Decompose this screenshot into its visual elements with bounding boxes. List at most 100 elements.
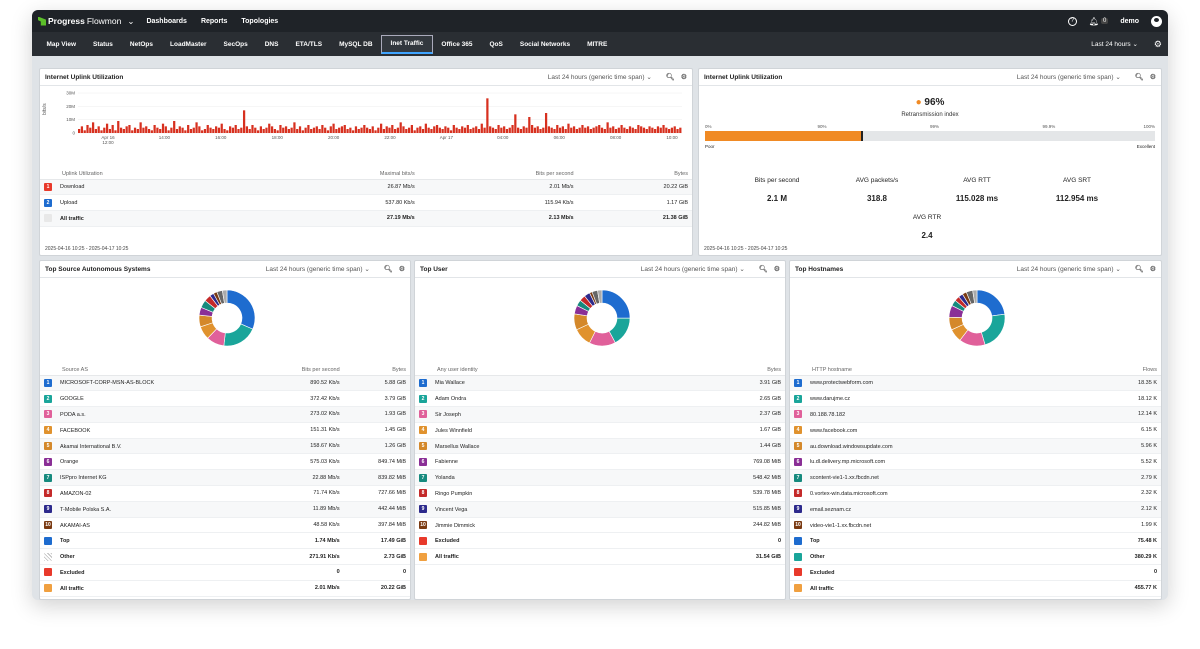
logo[interactable]: Progress Flowmon ⌄ <box>38 16 134 27</box>
gear-icon[interactable]: ⚙ <box>1149 74 1156 81</box>
column-header[interactable]: Any user identity <box>415 365 658 376</box>
table-row[interactable]: 3 80.188.78.182 12.14 K <box>790 406 1161 423</box>
time-range-select[interactable]: Last 24 hours (generic time span) ⌄ <box>1016 266 1121 273</box>
gear-icon[interactable]: ⚙ <box>398 266 405 273</box>
table-row[interactable]: 8 0.vortex-win.data.microsoft.com 2.32 K <box>790 485 1161 502</box>
gear-icon[interactable]: ⚙ <box>680 74 687 81</box>
table-row[interactable]: 5 Akamai International B.V. 158.67 Kb/s 1.2… <box>40 438 410 455</box>
table-row[interactable]: 5 Marsellus Wallace 1.44 GiB <box>415 438 785 455</box>
tab-inet-traffic[interactable]: Inet Traffic <box>381 34 433 54</box>
tab-mitre[interactable]: MITRE <box>587 40 608 48</box>
tab-eta-tls[interactable]: ETA/TLS <box>295 40 323 48</box>
summary-row[interactable]: All traffic 455.77 K <box>790 580 1161 597</box>
donut-slice[interactable] <box>221 289 228 304</box>
table-row[interactable]: 7 scontent-vie1-1.xx.fbcdn.net 2.79 K <box>790 469 1161 487</box>
donut-slice[interactable] <box>980 313 1006 346</box>
search-icon[interactable]: 🔍︎ <box>665 74 675 81</box>
tab-loadmaster[interactable]: LoadMaster <box>170 40 207 48</box>
summary-row[interactable]: All traffic 2.01 Mb/s 20.22 GiB <box>40 580 410 597</box>
table-row[interactable]: 1 MICROSOFT-CORP-MSN-AS-BLOCK 890.52 Kb/s 5… <box>40 375 410 392</box>
tab-dns[interactable]: DNS <box>264 40 279 48</box>
search-icon[interactable]: 🔍︎ <box>1134 266 1144 273</box>
column-header[interactable]: Bytes <box>577 169 692 180</box>
table-row[interactable]: 2 GOOGLE 372.42 Kb/s 3.79 GiB <box>40 390 410 408</box>
summary-row[interactable]: Excluded 0 0 <box>40 564 410 581</box>
bell-icon[interactable]: 🔔︎ <box>1088 16 1099 26</box>
table-row[interactable]: 1 www.protectwebform.com 18.35 K <box>790 375 1161 392</box>
table-row[interactable]: 5 au.download.windowsupdate.com 5.96 K <box>790 438 1161 455</box>
donut-slice[interactable] <box>226 289 256 330</box>
tab-qos[interactable]: QoS <box>489 40 503 48</box>
summary-row[interactable]: Excluded 0 <box>415 532 785 550</box>
donut-slice[interactable] <box>976 289 1006 317</box>
gear-icon[interactable]: ⚙ <box>1149 266 1156 273</box>
tab-status[interactable]: Status <box>93 40 113 48</box>
tab-social-networks[interactable]: Social Networks <box>519 40 571 48</box>
summary-row[interactable]: Other 380.29 K <box>790 548 1161 566</box>
table-row[interactable]: 1 Mia Wallace 3.91 GiB <box>415 375 785 392</box>
table-row[interactable]: 9 email.seznam.cz 2.12 K <box>790 501 1161 518</box>
column-header[interactable]: Bytes <box>343 365 410 376</box>
tab-mysql-db[interactable]: MySQL DB <box>339 40 373 48</box>
column-header[interactable]: Maximal bits/s <box>270 169 419 180</box>
gear-icon[interactable]: ⚙ <box>773 266 780 273</box>
avatar-icon[interactable] <box>1151 15 1162 27</box>
donut-slice[interactable] <box>601 289 631 319</box>
table-row[interactable]: 1 Download 26.87 Mb/s 2.01 Mb/s 20.22 GiB <box>40 179 692 196</box>
table-row[interactable]: 7 ISPpro Internet KG 22.88 Mb/s 839.82 MiB <box>40 469 410 487</box>
table-row[interactable]: 3 Sir Joseph 2.37 GiB <box>415 406 785 423</box>
tab-netops[interactable]: NetOps <box>129 40 154 48</box>
column-header[interactable]: Uplink Utilization <box>40 169 271 180</box>
table-row[interactable]: 3 PODA a.s. 273.02 Kb/s 1.93 GiB <box>40 406 410 423</box>
table-row[interactable]: 2 www.darujme.cz 18.12 K <box>790 390 1161 408</box>
column-header[interactable]: Bytes <box>657 365 785 376</box>
table-row[interactable]: 2 Upload 537.80 Kb/s 115.94 Kb/s 1.17 GiB <box>40 194 692 212</box>
topnav-topologies[interactable]: Topologies <box>241 17 279 25</box>
table-row[interactable]: 8 Ringo Pumpkin 539.78 MiB <box>415 485 785 502</box>
search-icon[interactable]: 🔍︎ <box>758 266 768 273</box>
table-row[interactable]: All traffic 27.19 Mb/s 2.13 Mb/s 21.38 GiB <box>40 210 692 227</box>
summary-row[interactable]: Top 75.48 K <box>790 532 1161 550</box>
summary-row[interactable]: Excluded 0 <box>790 564 1161 581</box>
table-row[interactable]: 6 Fabienne 769.08 MiB <box>415 453 785 471</box>
table-row[interactable]: 4 FACEBOOK 151.31 Kb/s 1.45 GiB <box>40 422 410 439</box>
topnav-dashboards[interactable]: Dashboards <box>146 17 187 25</box>
gear-icon[interactable]: ⚙ <box>1153 38 1162 49</box>
table-row[interactable]: 4 www.facebook.com 6.15 K <box>790 422 1161 439</box>
table-row[interactable]: 6 lu.dl.delivery.mp.microsoft.com 5.52 K <box>790 453 1161 471</box>
donut-slice[interactable] <box>972 289 978 304</box>
summary-row[interactable]: Other 271.91 Kb/s 2.73 GiB <box>40 548 410 566</box>
global-time-range[interactable]: Last 24 hours ⌄ <box>1091 41 1138 48</box>
table-row[interactable]: 10 Jimmie Dimmick 244.82 MiB <box>415 517 785 534</box>
help-icon[interactable]: ? <box>1067 16 1077 26</box>
tab-office-365[interactable]: Office 365 <box>441 40 473 48</box>
time-range-select[interactable]: Last 24 hours (generic time span) ⌄ <box>547 74 652 81</box>
table-row[interactable]: 4 Jules Winnfield 1.67 GiB <box>415 422 785 439</box>
table-row[interactable]: 10 video-vie1-1.xx.fbcdn.net 1.99 K <box>790 517 1161 534</box>
table-row[interactable]: 6 Orange 575.03 Kb/s 849.74 MiB <box>40 453 410 471</box>
table-row[interactable]: 9 Vincent Vega 515.85 MiB <box>415 501 785 518</box>
time-range-select[interactable]: Last 24 hours (generic time span) ⌄ <box>1016 74 1121 81</box>
search-icon[interactable]: 🔍︎ <box>383 266 393 273</box>
column-header[interactable]: Source AS <box>40 365 259 376</box>
user-name[interactable]: demo <box>1120 17 1139 25</box>
column-header[interactable]: Bits per second <box>418 169 578 180</box>
time-range-select[interactable]: Last 24 hours (generic time span) ⌄ <box>640 266 745 273</box>
table-row[interactable]: 8 AMAZON-02 71.74 Kb/s 727.66 MiB <box>40 485 410 502</box>
tab-map-view[interactable]: Map View <box>46 40 77 48</box>
table-row[interactable]: 7 Yolanda 548.42 MiB <box>415 469 785 487</box>
tab-secops[interactable]: SecOps <box>223 40 248 48</box>
search-icon[interactable]: 🔍︎ <box>1134 74 1144 81</box>
summary-row[interactable]: Top 1.74 Mb/s 17.49 GiB <box>40 532 410 550</box>
time-range-select[interactable]: Last 24 hours (generic time span) ⌄ <box>265 266 370 273</box>
topnav-reports[interactable]: Reports <box>200 17 228 25</box>
table-row[interactable]: 9 T-Mobile Polska S.A. 11.89 Mb/s 442.44 Mi… <box>40 501 410 518</box>
donut-slice[interactable] <box>223 323 254 347</box>
column-header[interactable]: Flows <box>1078 365 1161 376</box>
column-header[interactable]: Bits per second <box>258 365 344 376</box>
table-row[interactable]: 2 Adam Ondra 2.65 GiB <box>415 390 785 408</box>
column-header[interactable]: HTTP hostname <box>790 365 1079 376</box>
donut-slice[interactable] <box>597 289 603 304</box>
table-row[interactable]: 10 AKAMAI-AS 48.58 Kb/s 397.84 MiB <box>40 517 410 534</box>
summary-row[interactable]: All traffic 31.54 GiB <box>415 548 785 566</box>
